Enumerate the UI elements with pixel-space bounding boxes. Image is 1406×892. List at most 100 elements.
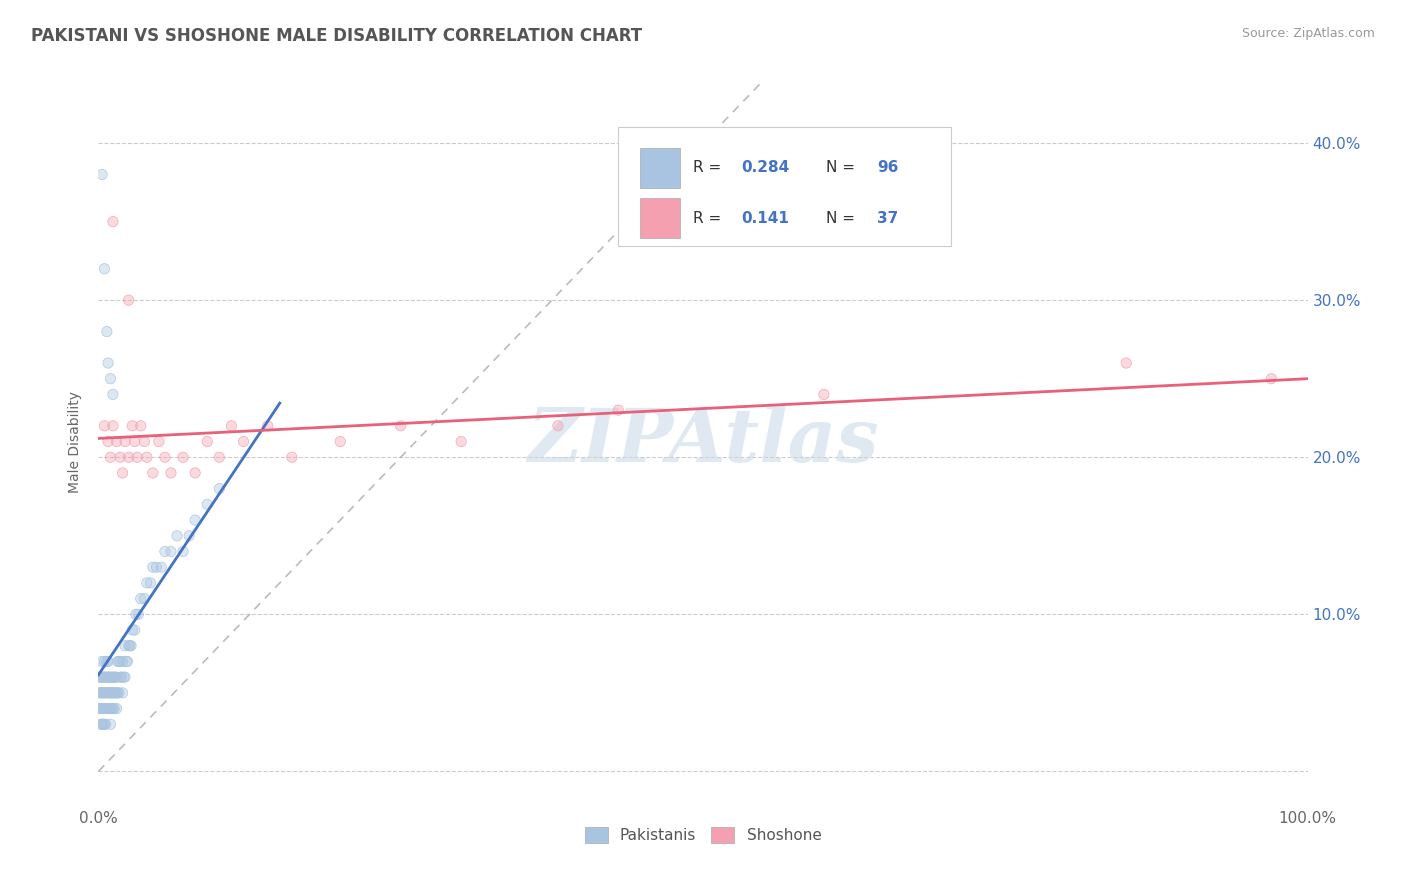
Point (93, 717, 115, 731)
Point (172, 450, 194, 465)
Point (118, 639, 141, 653)
Point (139, 575, 162, 590)
Point (103, 686, 125, 700)
Point (90, 670, 112, 684)
Point (101, 387, 124, 401)
Point (114, 434, 136, 449)
Point (90, 686, 112, 700)
Point (105, 686, 128, 700)
Point (1260, 372, 1282, 386)
Point (91, 701, 114, 715)
Point (232, 434, 254, 449)
Point (91, 717, 114, 731)
Point (115, 655, 138, 669)
Point (98, 670, 121, 684)
Point (184, 513, 207, 527)
Legend: Pakistanis, Shoshone: Pakistanis, Shoshone (578, 822, 828, 849)
Point (111, 655, 134, 669)
Point (118, 450, 141, 465)
Point (93, 686, 115, 700)
Point (93, 686, 115, 700)
Point (93, 670, 115, 684)
Point (160, 544, 183, 558)
Point (100, 670, 122, 684)
Point (91, 686, 114, 700)
Point (118, 639, 141, 653)
Point (100, 717, 122, 731)
Point (100, 450, 122, 465)
Point (91, 686, 114, 700)
Point (129, 591, 152, 606)
Point (105, 434, 128, 449)
Point (547, 418, 569, 433)
Point (1115, 356, 1137, 370)
Y-axis label: Male Disability: Male Disability (67, 391, 82, 492)
Point (100, 686, 122, 700)
Point (89, 701, 111, 715)
Point (127, 450, 149, 465)
Point (97, 670, 120, 684)
Point (172, 450, 194, 465)
Point (100, 686, 122, 700)
Point (112, 670, 135, 684)
Point (96, 670, 118, 684)
Point (96, 655, 118, 669)
Point (97, 670, 120, 684)
Point (93, 655, 115, 669)
Point (100, 701, 122, 715)
Point (108, 655, 131, 669)
Point (96, 686, 118, 700)
Point (112, 670, 135, 684)
Point (148, 434, 170, 449)
Point (142, 466, 165, 480)
Point (91, 655, 114, 669)
Point (105, 434, 128, 449)
Point (91, 655, 114, 669)
Point (91, 701, 114, 715)
Point (195, 434, 218, 449)
Point (101, 670, 124, 684)
Point (91, 670, 114, 684)
Point (135, 575, 157, 590)
Point (101, 418, 124, 433)
Point (208, 482, 231, 496)
Point (100, 670, 122, 684)
Point (91, 168, 114, 182)
Point (89, 670, 111, 684)
Point (121, 623, 143, 637)
Point (93, 701, 115, 715)
Point (208, 450, 231, 465)
Point (111, 686, 134, 700)
Point (118, 450, 141, 465)
Point (142, 560, 165, 574)
FancyBboxPatch shape (619, 128, 950, 246)
Point (108, 655, 131, 669)
Point (160, 466, 183, 480)
Point (114, 434, 136, 449)
Point (121, 418, 143, 433)
Point (134, 434, 156, 449)
Point (94, 686, 117, 700)
Point (97, 356, 120, 370)
Point (111, 655, 134, 669)
Point (184, 513, 207, 527)
Point (142, 466, 165, 480)
Point (281, 450, 304, 465)
Point (135, 450, 157, 465)
Point (93, 261, 115, 276)
Point (96, 701, 118, 715)
Point (114, 670, 136, 684)
Point (124, 623, 146, 637)
Point (97, 686, 120, 700)
Point (135, 450, 157, 465)
Point (221, 418, 243, 433)
Point (91, 717, 114, 731)
Point (450, 434, 472, 449)
Point (118, 639, 141, 653)
Point (91, 686, 114, 700)
Point (101, 701, 124, 715)
Point (256, 418, 278, 433)
Point (184, 466, 207, 480)
Text: R =: R = (693, 161, 727, 176)
Point (232, 434, 254, 449)
